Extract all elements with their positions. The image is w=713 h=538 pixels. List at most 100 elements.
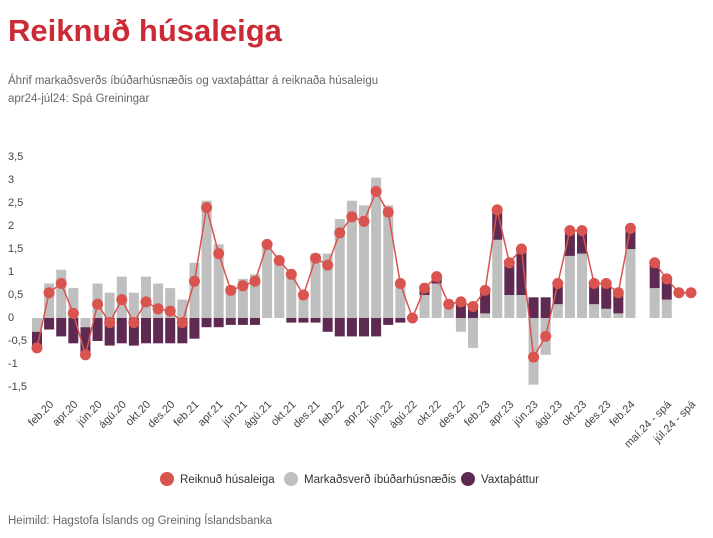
legend-swatch (160, 472, 174, 486)
bar (274, 260, 285, 318)
legend-label: Reiknuð húsaleiga (180, 474, 275, 486)
bar (613, 292, 624, 314)
bar (32, 318, 42, 332)
x-tick-label: apr.20 (50, 399, 80, 429)
point (31, 342, 43, 354)
point (503, 257, 515, 269)
point (467, 301, 479, 312)
bar (225, 285, 236, 318)
bar (128, 292, 139, 318)
point (140, 296, 152, 308)
point (201, 202, 213, 214)
point (297, 289, 309, 301)
x-tick-label: feb.24 (608, 399, 638, 429)
point (152, 303, 164, 315)
y-tick-label: -1 (8, 358, 18, 370)
x-tick-label: feb.21 (172, 399, 202, 429)
bar (298, 318, 309, 323)
bar (359, 318, 369, 337)
point (576, 225, 588, 237)
subtitle: Áhrif markaðsverðs íbúðarhúsnæðis og vax… (8, 74, 378, 87)
bar (492, 212, 503, 240)
x-tick-label: ágú.23 (533, 399, 565, 431)
bar (68, 318, 79, 344)
x-tick-label: des.22 (436, 399, 468, 431)
bar (213, 318, 224, 328)
bar (128, 318, 139, 346)
point (346, 211, 358, 223)
y-tick-label: 3 (8, 174, 14, 186)
point (540, 330, 552, 342)
bar (237, 278, 248, 318)
point (528, 351, 540, 363)
line (654, 262, 691, 294)
bar (189, 318, 200, 339)
bar (649, 288, 660, 318)
bar (516, 246, 527, 295)
bar (56, 269, 67, 318)
bar (189, 262, 200, 318)
legend-label: Markaðsverð íbúðarhúsnæðis (304, 474, 456, 486)
bar (601, 283, 612, 309)
bar (649, 262, 660, 289)
bar (153, 283, 164, 318)
point (491, 204, 503, 216)
point (358, 215, 370, 227)
bar (455, 301, 466, 318)
bar (564, 230, 575, 256)
point (382, 206, 394, 218)
y-tick-label: -1,5 (8, 381, 27, 393)
bar (516, 295, 527, 318)
bar (286, 318, 297, 323)
bar (56, 318, 67, 337)
bar (104, 318, 115, 346)
point (334, 227, 346, 239)
point (310, 252, 322, 264)
point (79, 349, 91, 361)
bar (395, 283, 406, 318)
point (116, 294, 128, 306)
point (455, 296, 467, 308)
bar (504, 295, 515, 318)
bar (116, 318, 127, 344)
bar (431, 283, 442, 318)
bar (346, 318, 357, 337)
point (104, 317, 116, 329)
bar (322, 253, 333, 318)
point (685, 287, 697, 299)
point (213, 248, 225, 260)
bar (201, 200, 212, 318)
point (67, 307, 79, 319)
bar (225, 318, 236, 325)
y-tick-label: 1 (8, 266, 14, 278)
point (673, 287, 685, 299)
bar (419, 295, 430, 318)
bar (310, 318, 321, 323)
bar (177, 299, 188, 318)
subtitle: apr24-júl24: Spá Greiningar (8, 93, 149, 105)
x-tick-label: apr.23 (486, 399, 516, 429)
point (322, 259, 334, 271)
bar (613, 313, 624, 318)
y-tick-label: 0,5 (8, 289, 23, 301)
point (394, 278, 406, 289)
bar (250, 318, 260, 325)
y-tick-label: -0,5 (8, 335, 27, 347)
bar (455, 318, 466, 332)
bar (577, 230, 587, 254)
bar (286, 272, 297, 318)
bar (213, 244, 224, 318)
x-tick-label: apr.21 (196, 399, 226, 429)
bar (104, 292, 115, 318)
bar (625, 228, 636, 249)
bar (298, 292, 309, 318)
point (285, 268, 297, 280)
bar (80, 318, 91, 328)
point (176, 317, 188, 329)
bar (262, 244, 273, 318)
bar (625, 249, 636, 318)
point (419, 282, 431, 294)
point (649, 257, 661, 269)
point (92, 298, 104, 310)
